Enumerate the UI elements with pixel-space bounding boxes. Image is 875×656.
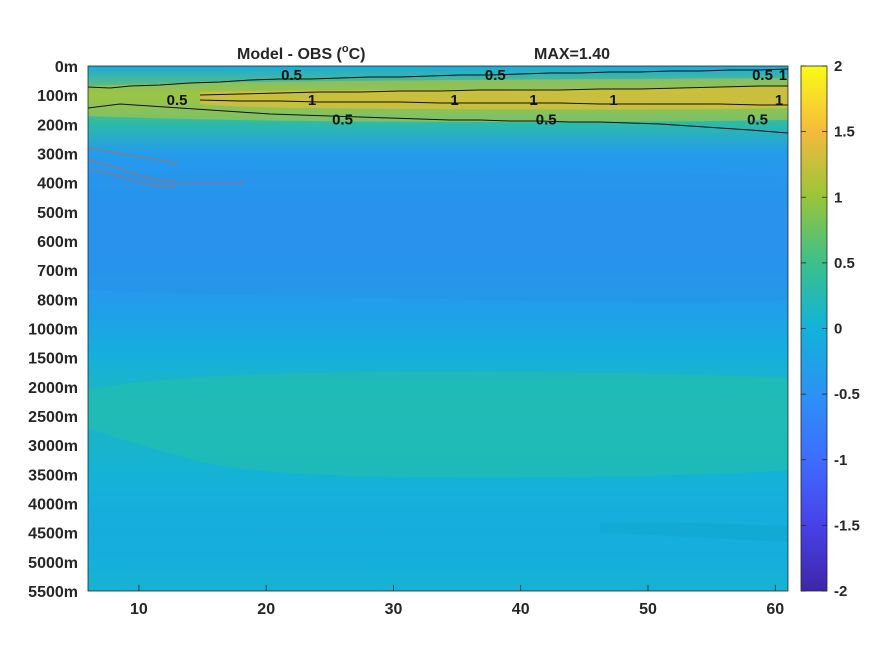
contour-label: 1 (450, 92, 458, 109)
contour-line-1-upper (199, 85, 788, 96)
title-prefix: Model - OBS ( (237, 46, 343, 63)
x-tick-label: 30 (385, 601, 403, 618)
colorbar-tick-label: 2 (834, 58, 842, 75)
heatmap-field (88, 66, 788, 591)
y-tick-label: 800m (37, 292, 78, 309)
colorbar-tick-label: 1.5 (834, 124, 855, 141)
y-tick-label: 3000m (28, 438, 78, 455)
colorbar-tick-label: -2 (834, 583, 847, 600)
y-tick-label: 2500m (28, 409, 78, 426)
chart-title: Model - OBS (oC) (237, 43, 366, 63)
anomaly-contour-3 (91, 169, 176, 187)
heatmap-background (88, 66, 788, 591)
y-tick-label: 5500m (28, 584, 78, 601)
y-tick-label: 400m (37, 176, 78, 193)
deep-warm-region (88, 372, 788, 478)
contour-label: 0.5 (167, 92, 188, 109)
anomaly-contour-2 (88, 159, 245, 184)
x-tick-label: 60 (766, 601, 784, 618)
anomaly-patch (88, 147, 245, 187)
contour-label: 1 (308, 92, 316, 109)
x-tick-label: 20 (257, 601, 275, 618)
y-tick-label: 500m (37, 205, 78, 222)
y-tick-label: 5000m (28, 555, 78, 572)
colorbar-tick-label: -1.5 (834, 517, 860, 534)
contour-line-0.5-lower (88, 103, 788, 134)
contour-label: 1 (775, 92, 783, 109)
contour-line-0.5-upper (88, 68, 788, 89)
contour-label: 0.5 (536, 111, 557, 128)
contour-label: 0.5 (485, 67, 506, 84)
contours (88, 68, 788, 134)
y-tick-label: 1500m (28, 351, 78, 368)
y-tick-label: 2000m (28, 380, 78, 397)
y-tick-label: 1000m (28, 322, 78, 339)
y-tick-label: 3500m (28, 467, 78, 484)
y-tick-label: 4000m (28, 497, 78, 514)
y-tick-label: 700m (37, 263, 78, 280)
bottom-cool-streak (600, 522, 788, 542)
contour-label: 1 (529, 92, 537, 109)
y-tick-label: 600m (37, 234, 78, 251)
colorbar-tick-label: 0.5 (834, 255, 855, 272)
contour-label: 1 (779, 67, 787, 84)
y-tick-label: 100m (37, 88, 78, 105)
contour-label: 0.5 (752, 67, 773, 84)
y-tick-label: 0m (55, 59, 78, 76)
title-suffix: C) (349, 46, 366, 63)
contour-label: 0.5 (281, 67, 302, 84)
upper-cool-core (88, 170, 788, 303)
colorbar-tick-label: 0 (834, 321, 842, 338)
x-tick-label: 40 (512, 601, 530, 618)
colorbar-tick-label: -0.5 (834, 386, 860, 403)
contour-label: 0.5 (747, 111, 768, 128)
y-tick-label: 4500m (28, 526, 78, 543)
title-superscript: o (342, 43, 349, 55)
colorbar-tick-label: -1 (834, 452, 847, 469)
contour-label: 0.5 (332, 111, 353, 128)
y-tick-label: 200m (37, 117, 78, 134)
contour-label: 1 (609, 92, 617, 109)
colorbar: 2 1.5 1 0.5 0 -0.5 -1 -1.5 -2 (800, 58, 860, 600)
x-axis: 10 20 30 40 50 60 (130, 585, 784, 618)
y-tick-label: 300m (37, 147, 78, 164)
colorbar-tick-label: 1 (834, 189, 842, 206)
x-tick-label: 50 (639, 601, 657, 618)
max-label: MAX=1.40 (534, 46, 610, 63)
contour-labels: 0.50.5 0.5 0.50.5 0.5 0.51 1 1 111 (167, 67, 787, 128)
colorbar-ticks: 2 1.5 1 0.5 0 -0.5 -1 -1.5 -2 (801, 58, 860, 600)
x-tick-label: 10 (130, 601, 148, 618)
y-axis-tick-labels: 0m 100m 200m 300m 400m 500m 600m 700m 800m 1000m 1… (28, 59, 78, 601)
warm-band-outer (88, 78, 788, 123)
contour-line-1-lower (199, 99, 788, 106)
anomaly-contour-1 (88, 147, 179, 165)
plot-frame (87, 65, 789, 592)
